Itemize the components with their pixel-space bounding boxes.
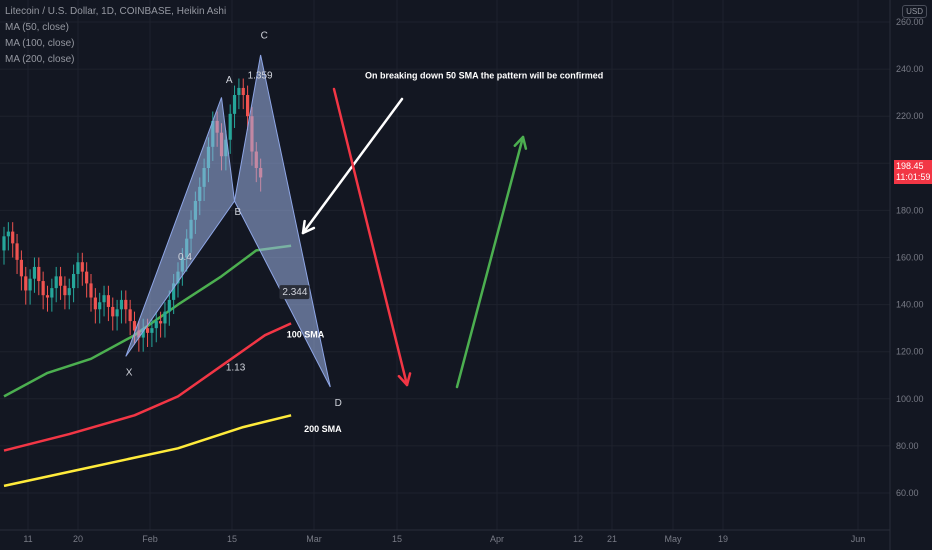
pattern-label: D [335,398,342,409]
last-price-countdown: 11:01:59 [896,172,931,182]
pattern-label: 0.4 [178,252,192,263]
candle-body [32,266,37,279]
candle-body [80,262,84,272]
currency-label[interactable]: USD [902,5,927,18]
candle-body [241,87,245,96]
candle-body [67,288,71,296]
candle-body [58,276,63,286]
candle-body [232,95,237,114]
ma100-legend: MA (100, close) [5,38,75,49]
last-price-value: 198.45 [896,161,924,171]
candle-body [98,302,102,310]
x-tick-label: Mar [306,534,322,544]
candle-body [163,311,167,324]
callout-arrow-head [301,219,316,235]
x-tick-label: 19 [718,534,728,544]
pattern-label: 1.359 [248,71,273,82]
y-tick-label: 220.00 [896,111,924,121]
candle-body [102,295,106,303]
ma200-line [3,414,292,488]
candle-body [237,87,241,96]
candle-body [89,283,93,298]
candle-body [85,271,89,284]
x-tick-label: May [664,534,682,544]
candle-body [11,231,15,244]
candle-body [72,273,76,289]
candle-body [2,236,6,251]
x-tick-label: 20 [73,534,83,544]
candle-body [228,113,232,140]
candle-body [246,95,250,117]
candle-body [141,328,145,338]
y-tick-label: 240.00 [896,64,924,74]
x-tick-label: 11 [23,534,32,544]
x-tick-label: 21 [607,534,617,544]
candle-body [111,306,115,317]
x-tick-label: 15 [392,534,402,544]
pattern-xab [125,97,236,357]
candle-body [145,328,150,333]
pattern-label: 1.13 [226,363,246,374]
bearish-arrow [332,87,409,387]
candle-body [54,276,58,289]
x-tick-label: 12 [573,534,583,544]
x-tick-label: Apr [490,534,504,544]
pattern-label: 2.344 [282,287,307,298]
bullish-arrow [455,135,525,389]
y-tick-label: 260.00 [896,17,924,27]
candle-body [106,295,110,307]
annotation-text: 200 SMA [304,424,342,434]
candle-body [119,299,124,310]
symbol-title: Litecoin / U.S. Dollar, 1D, COINBASE, He… [5,6,227,17]
candle-body [154,321,158,329]
candle-body [93,297,97,310]
candle-body [167,299,171,312]
y-tick-label: 120.00 [896,347,924,357]
candle-body [159,321,163,324]
pattern-label: C [261,30,268,41]
candle-body [124,299,128,310]
annotation-text: 100 SMA [287,330,325,340]
y-tick-label: 80.00 [896,441,919,451]
y-tick-label: 160.00 [896,253,924,263]
x-tick-label: 15 [227,534,237,544]
candle-body [172,283,176,300]
bearish-arrow-head [397,372,412,387]
candle-body [76,262,80,274]
last-price-tag: 198.45 11:01:59 [894,160,932,184]
candle-body [115,309,119,317]
annotation-text: On breaking down 50 SMA the pattern will… [365,71,603,81]
candle-body [132,321,137,331]
x-tick-label: Jun [851,534,866,544]
candle-body [19,259,23,277]
y-tick-label: 140.00 [896,300,924,310]
ma100-line [3,322,292,452]
candle-body [41,281,45,296]
x-tick-label: Feb [142,534,158,544]
candle-body [28,278,32,291]
candle-body [15,243,19,260]
y-tick-label: 180.00 [896,205,924,215]
candle-body [128,309,132,322]
ratio-label-bg [279,285,310,300]
candle-body [63,285,67,296]
candle-body [45,295,50,298]
candle-body [50,288,54,298]
ma200-legend: MA (200, close) [5,54,75,65]
candle-body [37,266,41,282]
candle-body [150,328,154,333]
ma50-legend: MA (50, close) [5,22,69,33]
y-tick-label: 60.00 [896,488,919,498]
y-tick-label: 100.00 [896,394,924,404]
bullish-arrow-head [513,135,528,150]
pattern-label: X [126,367,133,378]
pattern-label: B [235,207,242,218]
candle-body [24,276,28,291]
candle-body [6,231,10,237]
pattern-label: A [226,75,233,86]
